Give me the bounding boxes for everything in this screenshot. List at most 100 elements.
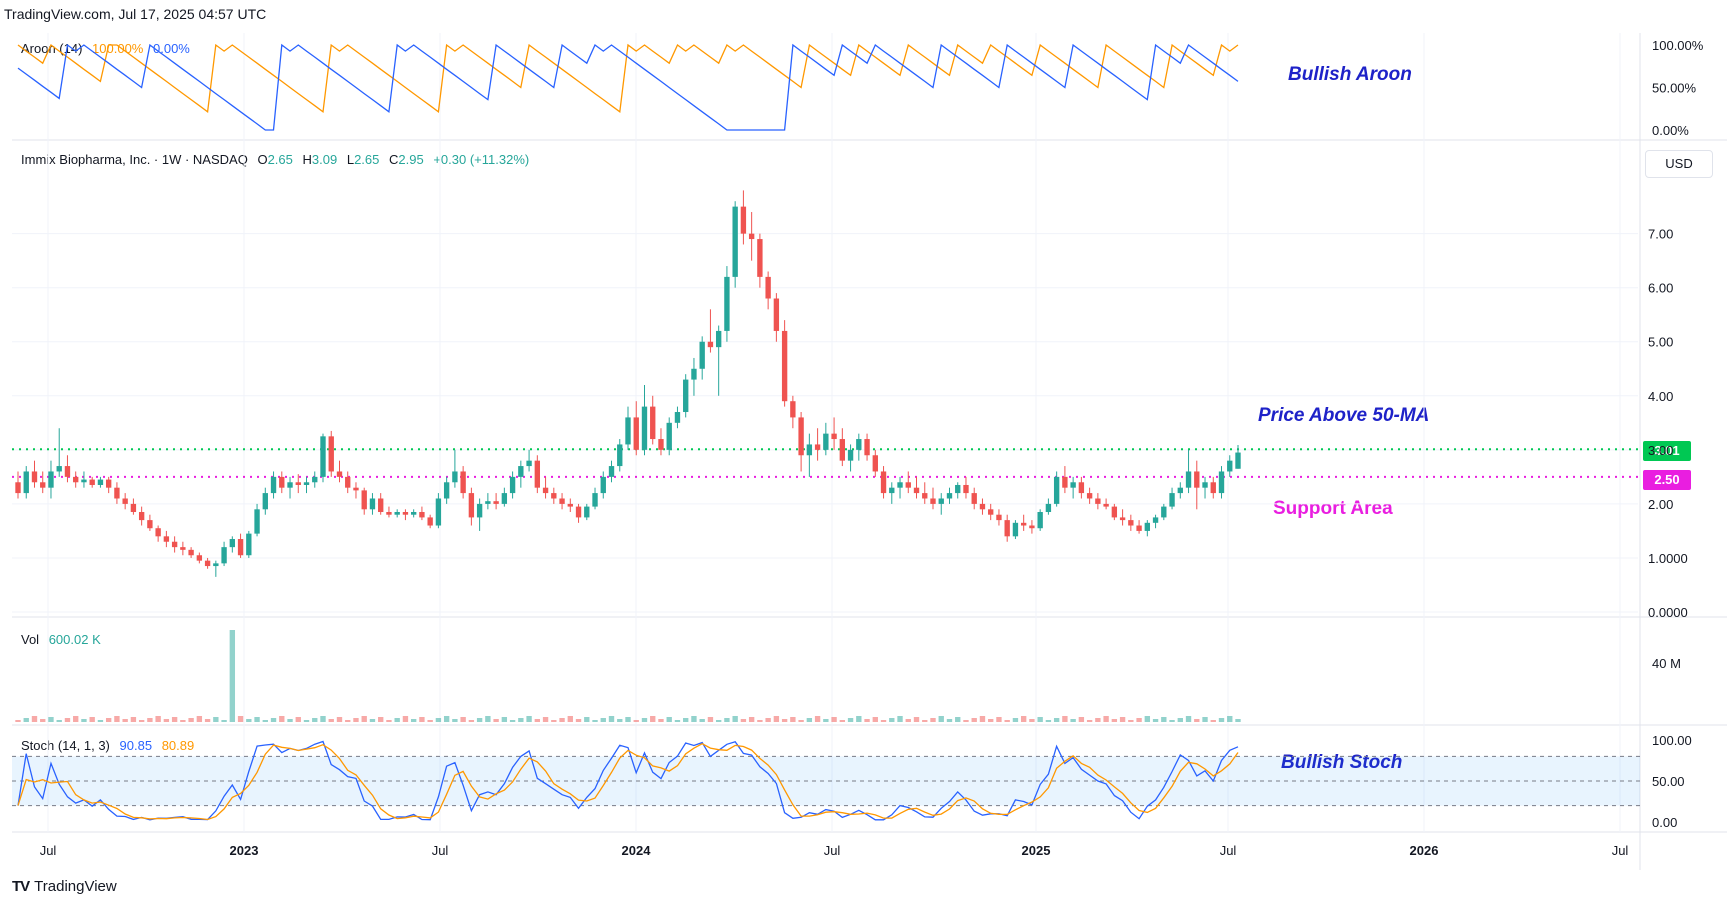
volume-bar [930, 718, 936, 722]
volume-bar [48, 717, 54, 722]
volume-bar [806, 718, 813, 722]
volume-bar [757, 720, 763, 722]
candle-body [81, 479, 87, 483]
candle-body [683, 379, 689, 413]
volume-bar [1111, 719, 1118, 722]
aroon-down-line [17, 43, 1239, 131]
candle-body [361, 490, 367, 510]
volume-legend: Vol 600.02 K [21, 632, 107, 647]
volume-bar [864, 719, 870, 722]
volume-bar [328, 719, 334, 722]
candle-body [534, 460, 541, 488]
candle-body [105, 479, 112, 488]
volume-bar [625, 717, 631, 722]
stoch-d-value: 80.89 [161, 738, 195, 753]
volume-bar [707, 717, 714, 722]
volume-bar [237, 716, 244, 722]
symbol-name: Immix Biopharma, Inc. · 1W · NASDAQ [21, 152, 248, 167]
volume-bar [353, 718, 359, 722]
volume-bar [427, 720, 433, 722]
volume-bar [378, 717, 384, 722]
volume-bar [303, 720, 310, 722]
volume-bar [847, 718, 854, 722]
volume-bar [765, 718, 771, 722]
candle-body [369, 498, 376, 510]
candle-body [188, 549, 194, 556]
volume-bar [361, 716, 367, 722]
volume-bar [31, 716, 38, 722]
candle-body [501, 493, 508, 504]
candle-body [790, 401, 796, 418]
volume-bar [122, 719, 128, 722]
volume-bar [798, 720, 804, 722]
close-value: 2.95 [398, 152, 424, 167]
volume-bar [773, 716, 780, 722]
volume-bar [1210, 720, 1216, 722]
candle-body [1128, 520, 1134, 526]
chart-canvas[interactable]: 7.00 6.00 5.00 4.00 3.00 2.00 1.0000 0.0000 Jul 2… [0, 0, 1727, 870]
candle-body [452, 471, 458, 483]
stoch-k-line [17, 740, 1239, 821]
volume-bar [1144, 716, 1151, 722]
candle-body [518, 466, 524, 477]
candle-body [130, 503, 137, 513]
currency-button[interactable]: USD [1645, 150, 1713, 178]
candle-body [988, 509, 994, 515]
volume-bar [1152, 719, 1159, 722]
candle-body [831, 433, 837, 440]
candle-body [864, 439, 870, 456]
candle-body [48, 471, 54, 488]
candle-body [353, 487, 359, 491]
volume-bar [617, 719, 623, 722]
high-value: 3.09 [311, 152, 338, 167]
volume-bar [889, 718, 895, 722]
candle-body [254, 509, 260, 534]
candle-body [23, 471, 29, 494]
stoch-d-line [17, 742, 1239, 821]
candle-body [1144, 522, 1151, 531]
candle-body [1202, 482, 1208, 488]
volume-bar [279, 716, 285, 722]
volume-bar [814, 716, 821, 722]
volume-bar [1194, 719, 1200, 722]
candle-body [336, 471, 343, 477]
x-tick-label: Jul [40, 843, 57, 858]
volume-bar [1078, 717, 1085, 722]
volume-bar [89, 717, 95, 722]
x-tick-label: 2025 [1022, 843, 1051, 858]
volume-bar [592, 720, 598, 722]
candle-body [1020, 522, 1027, 526]
candle-body [724, 276, 730, 331]
volume-bar [221, 720, 227, 722]
open-value: 2.65 [267, 152, 293, 167]
candle-body [509, 476, 516, 494]
candle-body [748, 233, 755, 240]
candle-body [1210, 482, 1216, 494]
aroon-up-line [17, 43, 1239, 113]
volume-bar [501, 717, 508, 722]
candle-body [650, 406, 656, 440]
volume-bar [312, 718, 318, 722]
volume-bar [81, 719, 87, 722]
volume-bar [443, 716, 450, 722]
candle-body [1161, 506, 1167, 518]
candle-body [567, 503, 573, 507]
volume-bar [946, 719, 953, 722]
candle-body [740, 206, 747, 234]
candle-body [246, 533, 252, 556]
candle-body [633, 417, 639, 450]
candle-body [1086, 493, 1093, 499]
volume-bar [1235, 719, 1241, 722]
volume-bar [608, 716, 615, 722]
candle-body [955, 484, 961, 494]
candle-body [279, 476, 285, 488]
aroon-down-value: 0.00% [153, 41, 190, 56]
volume-bar [15, 720, 21, 722]
candle-body [773, 298, 780, 331]
candle-body [402, 512, 409, 515]
stoch-label: Stoch (14, 1, 3) [21, 738, 110, 753]
volume-bar [64, 718, 71, 722]
candle-body [394, 512, 400, 515]
candle-body [715, 330, 722, 348]
candle-body [922, 493, 928, 499]
